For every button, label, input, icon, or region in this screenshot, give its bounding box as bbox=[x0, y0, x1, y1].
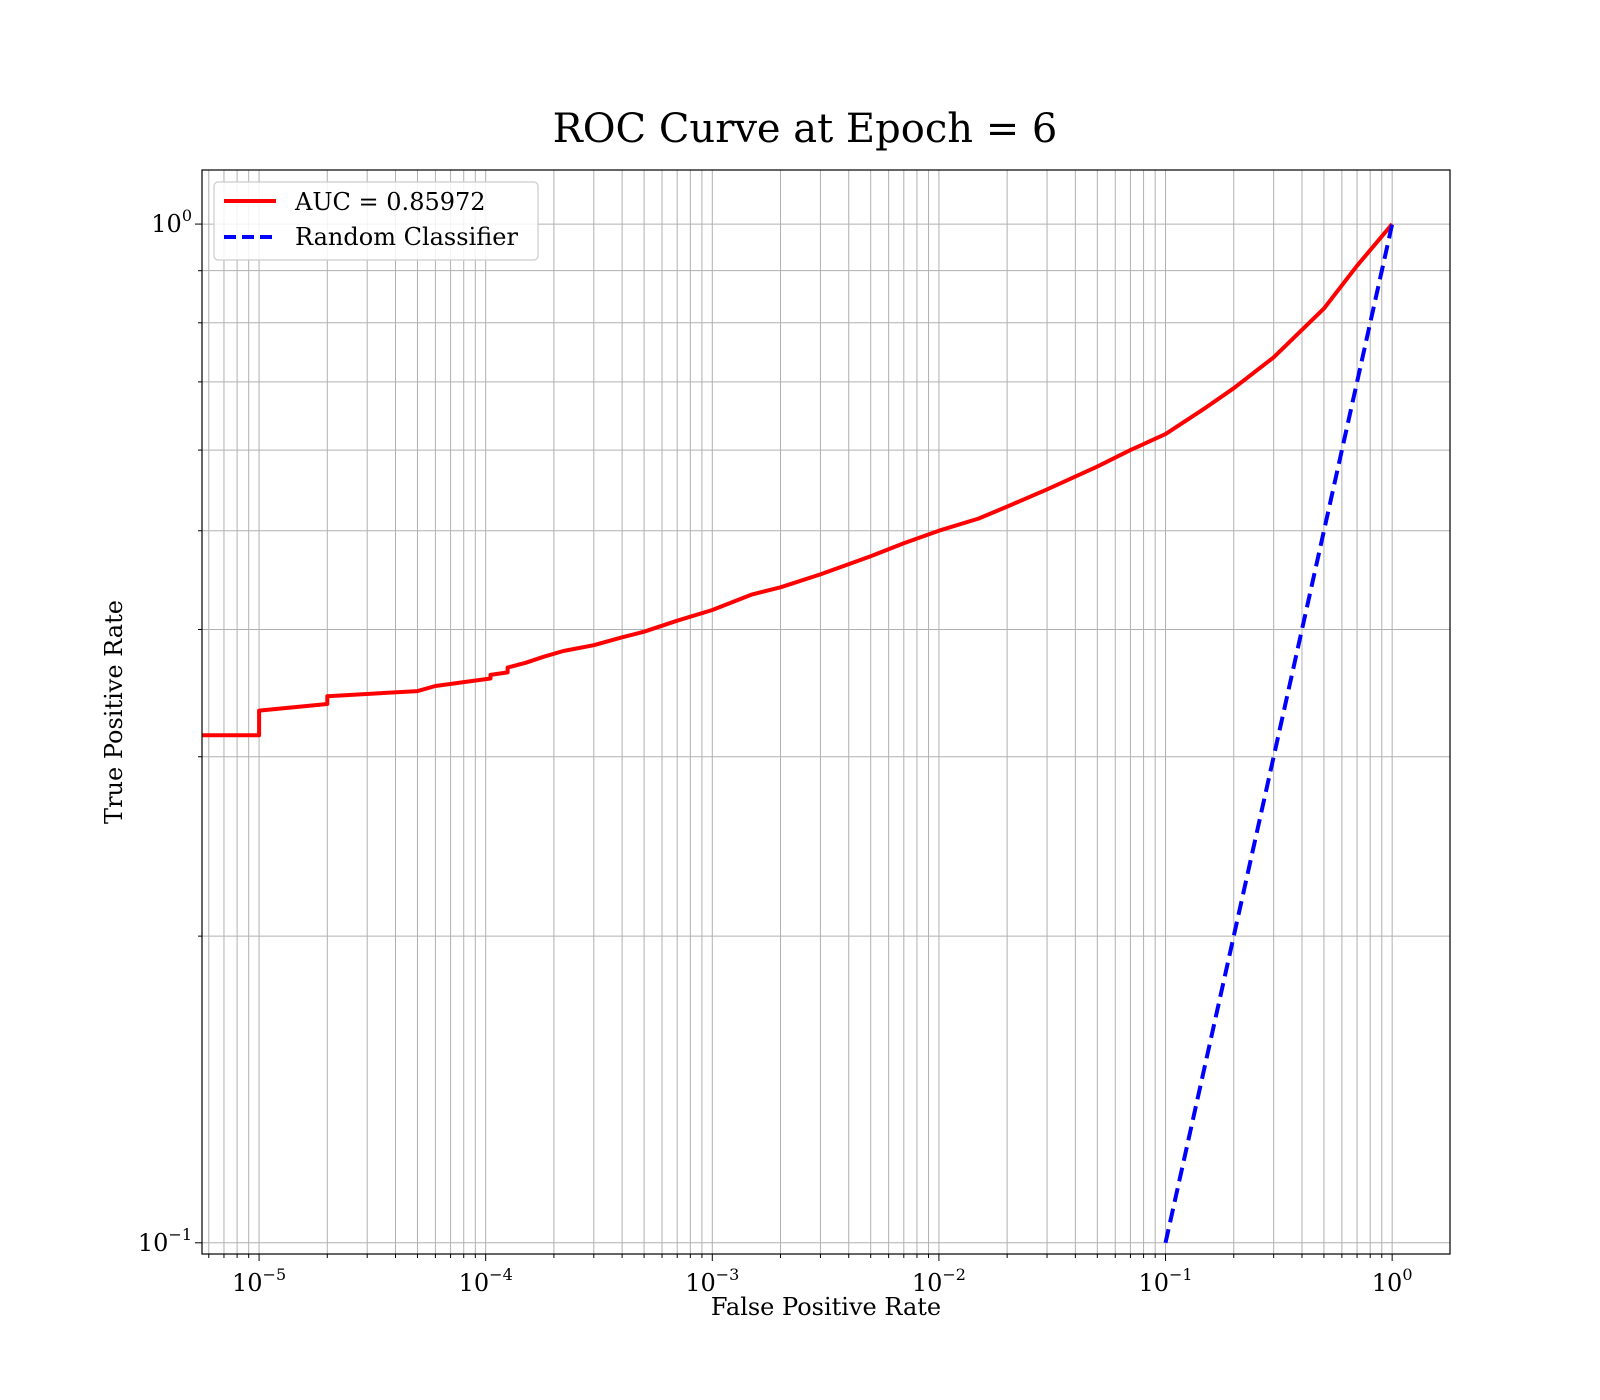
series-line-random bbox=[1163, 223, 1395, 1244]
grid bbox=[202, 170, 1450, 1254]
y-tick-label: 100 bbox=[151, 206, 192, 238]
series-line-roc bbox=[202, 222, 1394, 738]
legend-label-auc: AUC = 0.85972 bbox=[294, 188, 486, 216]
x-tick-label: 10−2 bbox=[912, 1265, 966, 1297]
legend-box bbox=[213, 181, 539, 261]
x-tick-label: 100 bbox=[1372, 1265, 1413, 1297]
y-axis-label: True Positive Rate bbox=[100, 600, 128, 824]
plot-frame bbox=[201, 169, 1451, 1255]
x-axis-label: False Positive Rate bbox=[711, 1293, 941, 1321]
chart-title: ROC Curve at Epoch = 6 bbox=[553, 106, 1058, 152]
ticks: 10−5 10−4 10−3 10−2 10−1 100 10−1 100 bbox=[138, 206, 1413, 1297]
x-tick-label: 10−5 bbox=[232, 1265, 286, 1297]
series-layer bbox=[202, 222, 1395, 1244]
x-tick-label: 10−4 bbox=[459, 1265, 513, 1297]
x-tick-label: 10−1 bbox=[1138, 1265, 1192, 1297]
legend-label-random: Random Classifier bbox=[295, 223, 518, 251]
y-tick-label: 10−1 bbox=[138, 1225, 192, 1257]
x-tick-label: 10−3 bbox=[685, 1265, 739, 1297]
legend: AUC = 0.85972 Random Classifier bbox=[213, 181, 539, 261]
